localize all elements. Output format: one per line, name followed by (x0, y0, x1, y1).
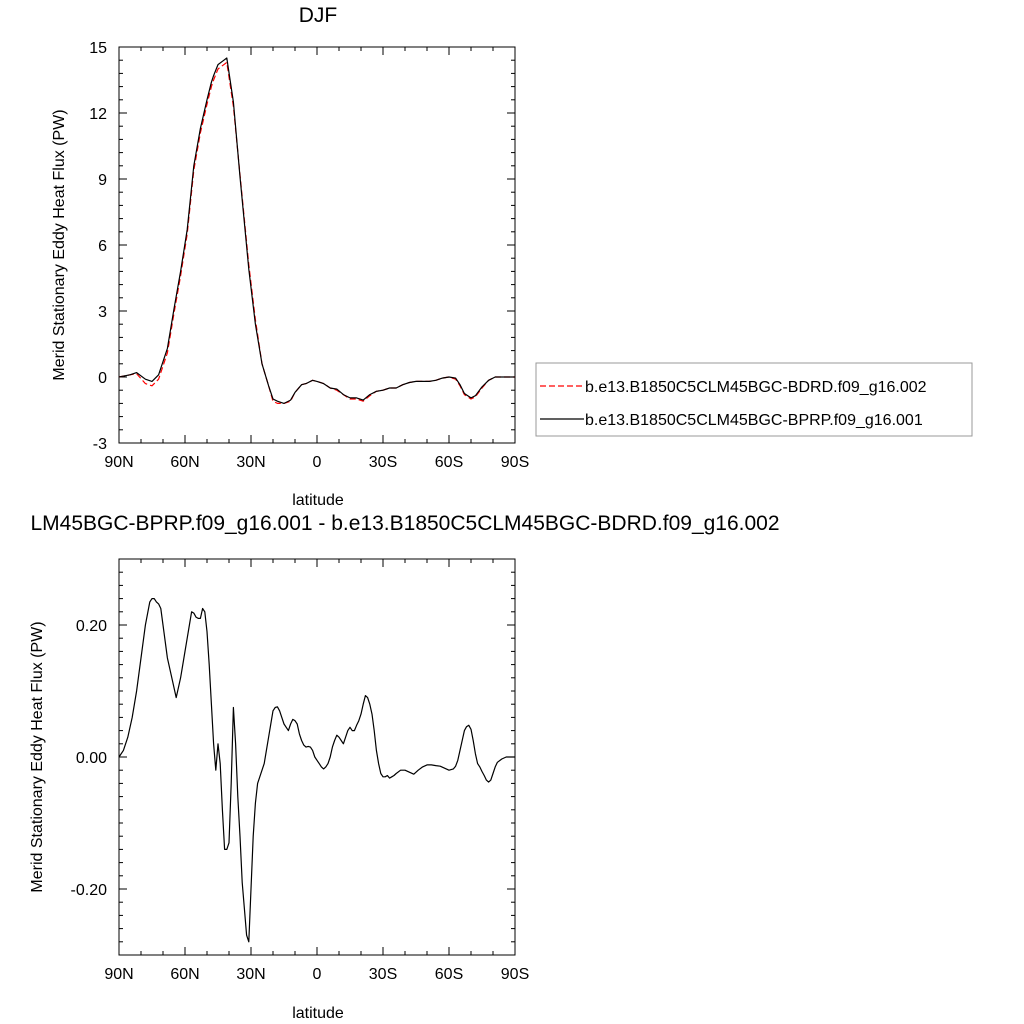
top-y-tick-label: 9 (98, 172, 107, 189)
bottom-series-group (118, 597, 515, 943)
bottom-x-tick-label: 0 (313, 966, 322, 983)
bottom-plot-frame (118, 558, 516, 956)
top-y-axis-label: Merid Stationary Eddy Heat Flux (PW) (51, 109, 68, 380)
top-x-tick-label: 90N (104, 454, 133, 471)
top-x-tick-label: 60S (435, 454, 463, 471)
bottom-y-tick-label: 0.20 (76, 618, 107, 635)
bottom-y-axis-label: Merid Stationary Eddy Heat Flux (PW) (29, 621, 46, 892)
top-series-group (118, 57, 515, 404)
legend: b.e13.B1850C5CLM45BGC-BDRD.f09_g16.002 b… (535, 362, 973, 437)
bottom-x-tick-label: 60S (435, 966, 463, 983)
top-y-tick-label: 12 (89, 106, 107, 123)
top-x-tick-label: 30N (236, 454, 265, 471)
bottom-x-tick-label: 30N (236, 966, 265, 983)
top-series-line-1 (118, 61, 515, 404)
top-y-tick-label: -3 (93, 436, 107, 453)
top-y-tick-label: 6 (98, 238, 107, 255)
top-x-tick-label: 0 (313, 454, 322, 471)
bottom-x-tick-label: 90N (104, 966, 133, 983)
top-chart-title: DJF (299, 4, 338, 27)
top-x-tick-label: 60N (170, 454, 199, 471)
top-y-tick-label: 0 (98, 370, 107, 387)
top-x-tick-label: 30S (369, 454, 397, 471)
bottom-chart-title: LM45BGC-BPRP.f09_g16.001 - b.e13.B1850C5… (30, 512, 779, 535)
legend-box (535, 362, 973, 437)
bottom-ticks: 90N 60N 30N 0 30S 60S 90S -0.20 0.00 0.20 (71, 558, 529, 983)
top-chart: DJF 90N 60N 30N 0 30S 60S 90S -3 0 3 6 9 12 15 latitu… (51, 4, 973, 509)
bottom-chart: LM45BGC-BPRP.f09_g16.001 - b.e13.B1850C5… (29, 512, 780, 1022)
top-ticks: 90N 60N 30N 0 30S 60S 90S -3 0 3 6 9 12 15 (89, 40, 529, 471)
top-series-line-2 (118, 57, 515, 404)
top-x-tick-label: 90S (501, 454, 529, 471)
legend-label-series-2: b.e13.B1850C5CLM45BGC-BPRP.f09_g16.001 (585, 412, 923, 429)
bottom-x-tick-label: 90S (501, 966, 529, 983)
bottom-x-tick-label: 60N (170, 966, 199, 983)
bottom-x-axis-label: latitude (292, 1005, 344, 1022)
bottom-series-line-1 (118, 597, 515, 943)
bottom-y-tick-label: 0.00 (76, 750, 107, 767)
top-y-tick-label: 3 (98, 304, 107, 321)
legend-label-series-1: b.e13.B1850C5CLM45BGC-BDRD.f09_g16.002 (585, 379, 927, 396)
top-plot-frame (118, 46, 516, 444)
top-y-tick-label: 15 (89, 40, 107, 57)
bottom-x-tick-label: 30S (369, 966, 397, 983)
bottom-y-tick-label: -0.20 (71, 882, 108, 899)
top-x-axis-label: latitude (292, 492, 344, 509)
